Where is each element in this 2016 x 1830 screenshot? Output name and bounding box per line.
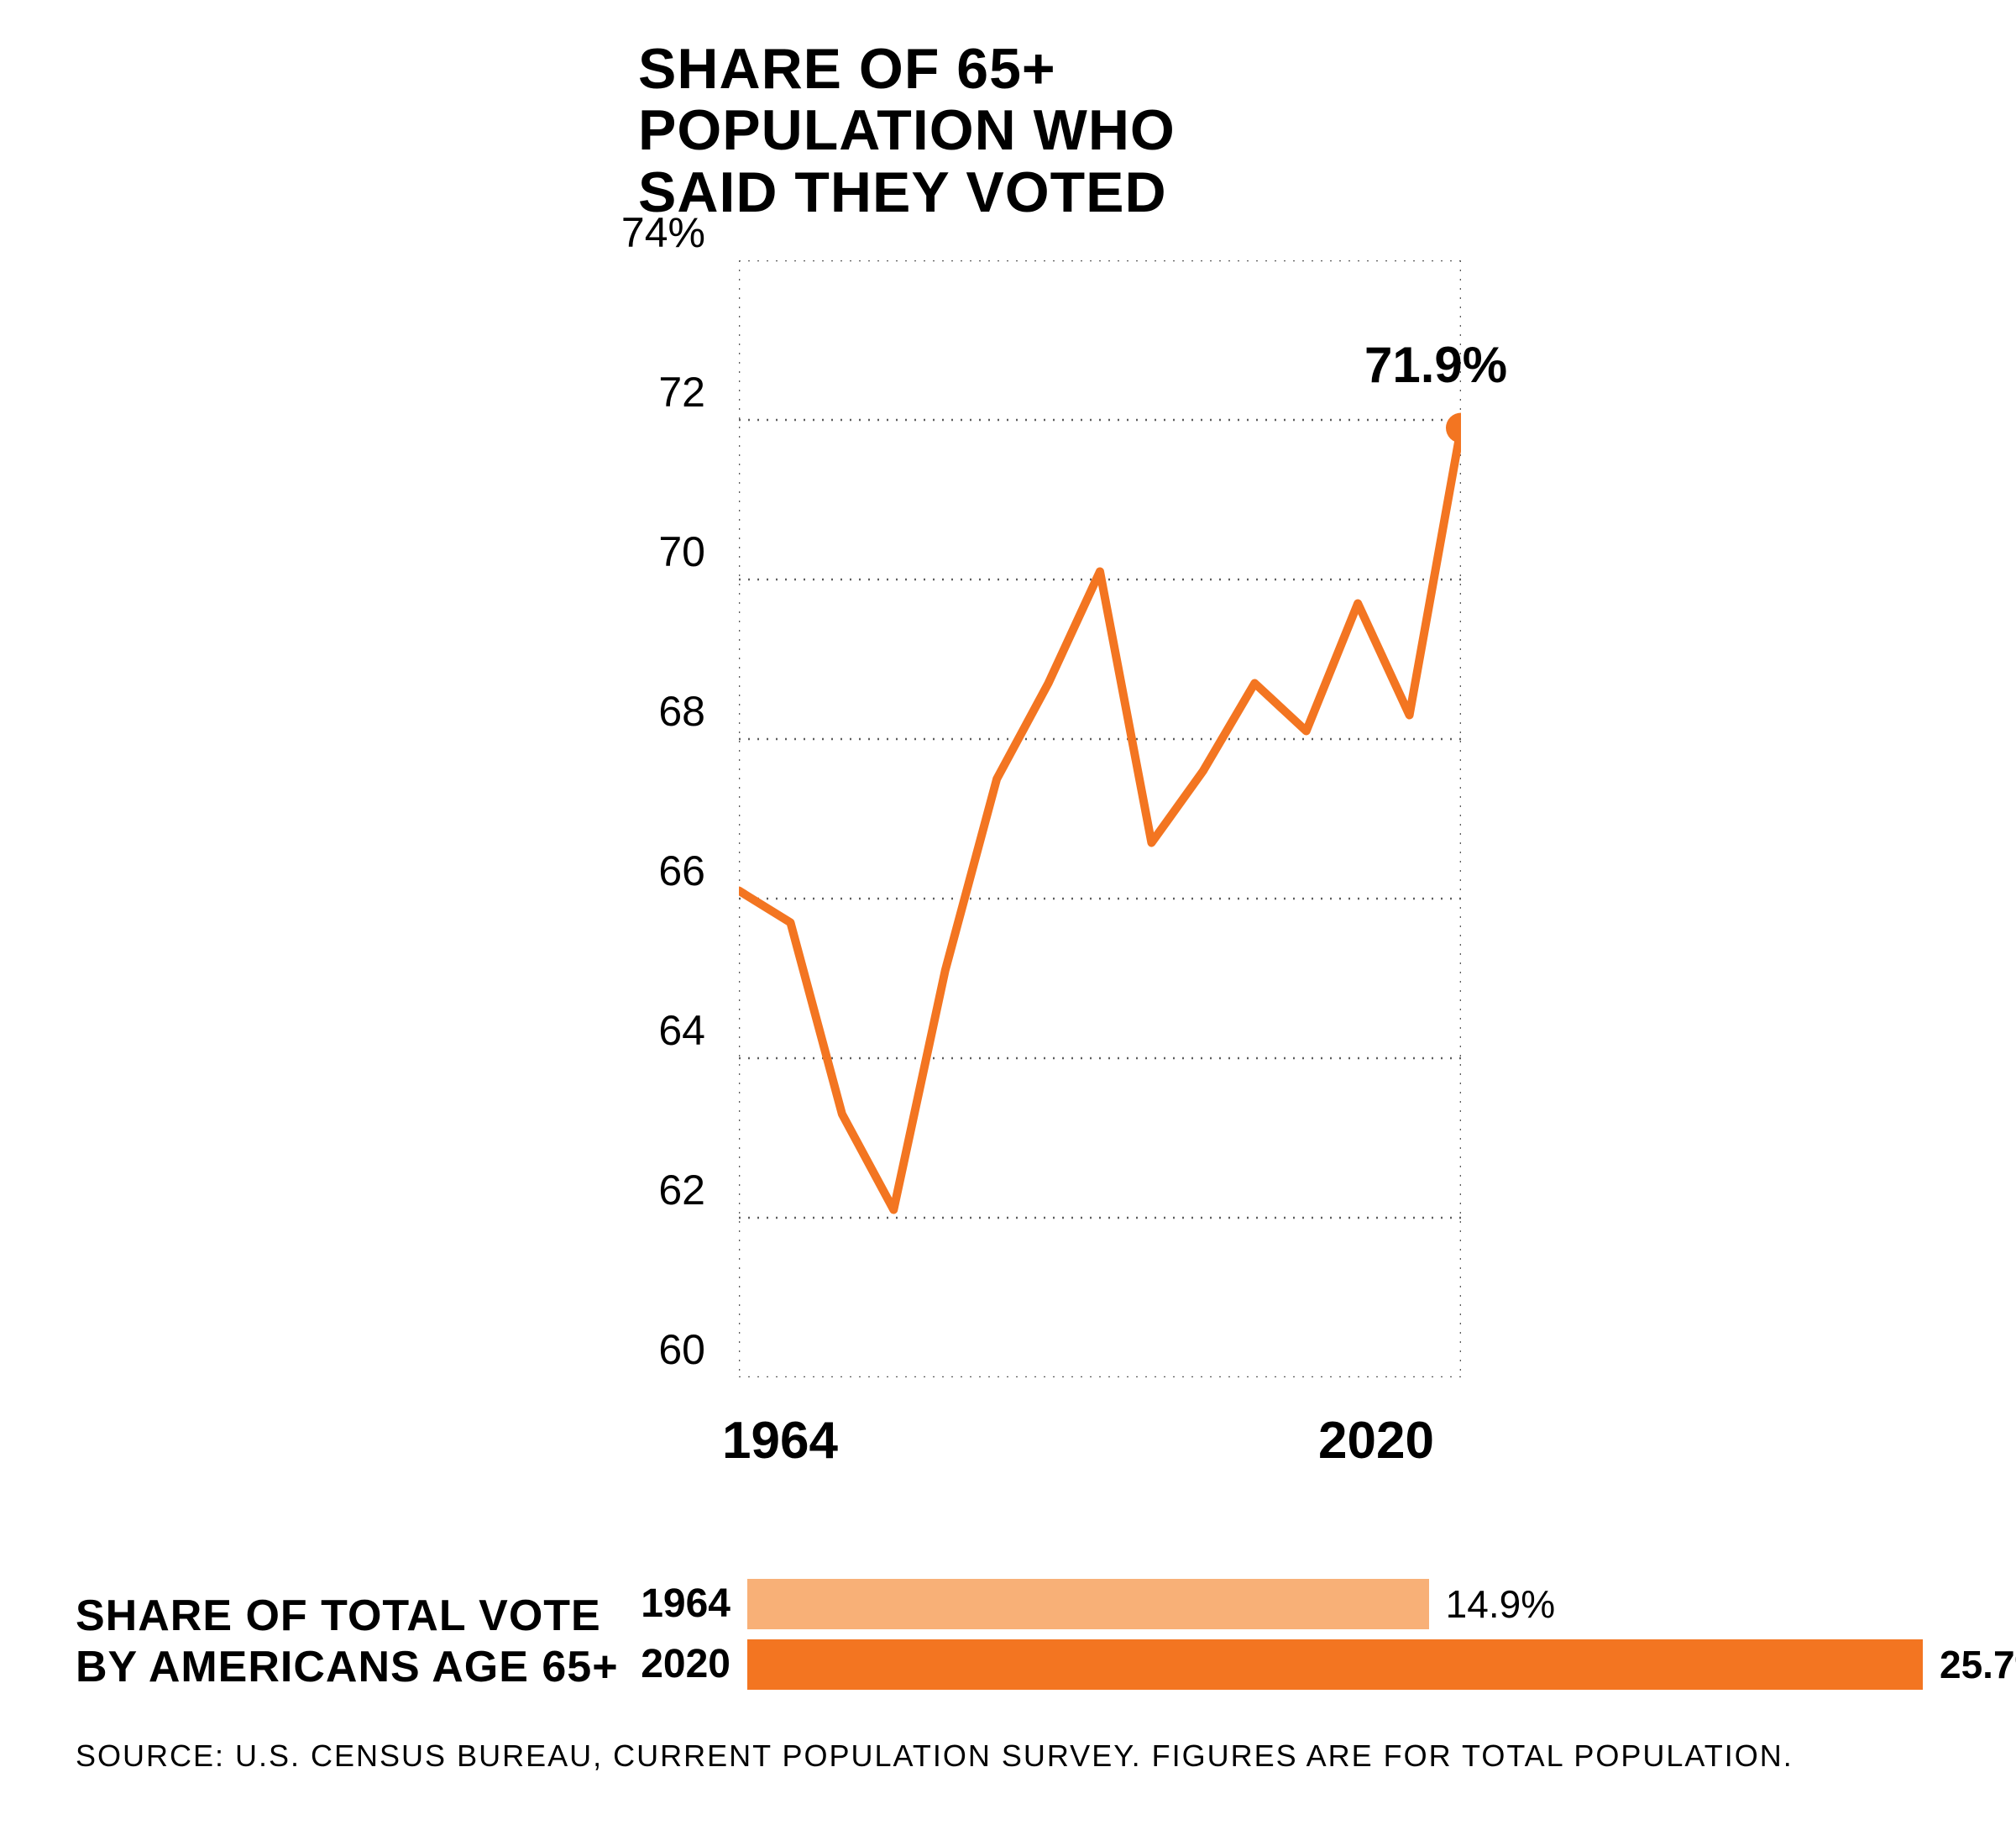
x-axis-end-label: 2020 xyxy=(1318,1411,1434,1471)
y-tick-label: 68 xyxy=(571,687,705,736)
y-tick-label: 72 xyxy=(571,368,705,417)
page: SHARE OF 65+POPULATION WHOSAID THEY VOTE… xyxy=(0,0,2016,1830)
bar-chart-title: SHARE OF TOTAL VOTEBY AMERICANS AGE 65+ xyxy=(76,1591,619,1694)
y-tick-label: 74% xyxy=(571,208,705,257)
bar-year-label: 2020 xyxy=(596,1639,730,1690)
bar-rect xyxy=(747,1579,1429,1629)
line-chart-callout: 71.9% xyxy=(1364,336,1507,394)
line-chart-plot-area xyxy=(739,260,1461,1377)
y-tick-label: 62 xyxy=(571,1166,705,1214)
bar-rect xyxy=(747,1639,1923,1690)
y-tick-label: 70 xyxy=(571,527,705,576)
y-tick-label: 66 xyxy=(571,847,705,895)
bar-chart: SHARE OF TOTAL VOTEBY AMERICANS AGE 65+ … xyxy=(76,1579,1940,1722)
bar-year-label: 1964 xyxy=(596,1579,730,1629)
source-note: SOURCE: U.S. CENSUS BUREAU, CURRENT POPU… xyxy=(76,1738,1793,1774)
y-tick-label: 60 xyxy=(571,1325,705,1374)
bar-value-label: 14.9% xyxy=(1446,1579,1555,1629)
line-chart-svg xyxy=(739,260,1461,1377)
data-line xyxy=(739,428,1461,1210)
line-chart: 74%72706866646260 71.9% 1964 2020 xyxy=(571,227,1579,1461)
line-chart-title: SHARE OF 65+POPULATION WHOSAID THEY VOTE… xyxy=(638,39,1176,223)
bar-value-label: 25.7% xyxy=(1940,1639,2016,1690)
x-axis-start-label: 1964 xyxy=(722,1411,838,1471)
endpoint-marker xyxy=(1446,413,1461,443)
y-tick-label: 64 xyxy=(571,1006,705,1055)
